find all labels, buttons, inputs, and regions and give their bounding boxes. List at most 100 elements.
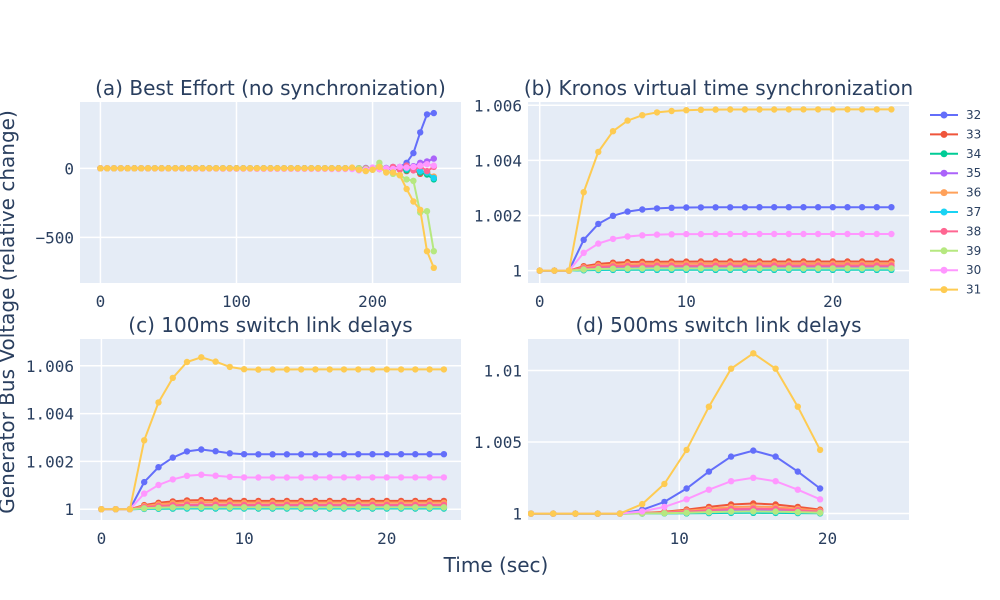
data-point	[794, 468, 801, 475]
data-point	[369, 166, 376, 173]
legend-item-32[interactable]: 32	[930, 108, 981, 122]
data-point	[756, 265, 763, 272]
data-point	[727, 265, 734, 272]
data-point	[169, 476, 176, 483]
legend-item-34[interactable]: 34	[930, 147, 981, 161]
data-point	[287, 165, 295, 172]
legend-item-36[interactable]: 36	[930, 186, 981, 200]
subplot-title: (d) 500ms switch link delays	[575, 313, 861, 337]
data-point	[668, 107, 675, 115]
data-point	[426, 474, 433, 481]
data-point	[624, 265, 631, 272]
legend-label: 31	[966, 283, 981, 297]
data-point	[888, 265, 895, 272]
data-point	[800, 204, 807, 211]
series-32	[98, 446, 448, 513]
data-point	[430, 162, 437, 169]
data-point	[712, 106, 719, 113]
data-point	[417, 206, 424, 213]
data-point	[212, 358, 219, 365]
data-point	[410, 177, 417, 184]
data-point	[423, 111, 431, 118]
legend-item-38[interactable]: 38	[930, 224, 981, 238]
data-point	[430, 155, 437, 162]
data-point	[697, 204, 705, 211]
data-point	[308, 165, 315, 172]
data-point	[246, 165, 254, 172]
plot-area	[528, 102, 909, 283]
data-point	[141, 478, 148, 486]
data-point	[396, 163, 403, 171]
data-point	[653, 265, 661, 272]
subplot-3: 0 10 20 1 1.002 1.004 1.006 (c) 100ms switch li…	[26, 313, 461, 548]
legend-label: 37	[966, 205, 981, 219]
data-point	[240, 474, 248, 481]
data-point	[383, 474, 390, 481]
data-point	[269, 451, 276, 458]
series-31	[97, 163, 437, 271]
legend-label: 32	[966, 108, 981, 122]
legend-marker	[940, 150, 948, 158]
legend-item-39[interactable]: 39	[930, 244, 981, 258]
data-point	[750, 474, 757, 481]
data-point	[269, 504, 276, 511]
data-point	[283, 474, 291, 481]
data-point	[844, 106, 851, 113]
data-point	[328, 165, 335, 172]
data-point	[342, 165, 349, 172]
legend-item-33[interactable]: 33	[930, 127, 981, 141]
legend-item-31[interactable]: 31	[930, 283, 981, 297]
data-point	[233, 165, 240, 172]
data-point	[888, 106, 895, 113]
data-point	[369, 451, 376, 458]
legend-marker	[940, 266, 948, 274]
data-point	[785, 230, 792, 238]
y-tick-label: 1.006	[474, 96, 522, 115]
data-point	[183, 472, 191, 479]
data-point	[430, 109, 437, 117]
x-tick-label: 10	[670, 529, 689, 548]
plot-area	[528, 339, 909, 520]
subplot-title: (b) Kronos virtual time synchronization	[524, 76, 913, 100]
legend[interactable]: 32 33 34 35 36 37 38 39 30 31	[930, 108, 981, 297]
data-point	[668, 231, 675, 238]
data-point	[355, 451, 362, 458]
data-point	[668, 265, 675, 272]
data-point	[800, 265, 807, 272]
data-point	[198, 471, 205, 478]
data-point	[178, 165, 186, 172]
data-point	[192, 165, 199, 172]
data-point	[426, 451, 433, 458]
data-point	[816, 496, 824, 503]
data-point	[169, 504, 176, 511]
y-axis-title: Generator Bus Voltage (relative change)	[0, 110, 19, 513]
data-point	[712, 230, 719, 238]
data-point	[727, 453, 735, 460]
data-point	[772, 508, 779, 515]
legend-marker	[940, 286, 948, 294]
data-point	[212, 472, 219, 479]
series-31	[536, 106, 895, 274]
data-point	[169, 454, 176, 461]
data-point	[741, 265, 749, 272]
data-point	[274, 165, 281, 172]
legend-label: 33	[966, 127, 981, 141]
data-point	[389, 169, 397, 176]
data-point	[609, 265, 617, 272]
data-point	[609, 128, 617, 135]
legend-marker	[940, 247, 948, 255]
data-point	[858, 106, 866, 113]
y-tick-label: 1.005	[474, 433, 522, 452]
legend-item-35[interactable]: 35	[930, 166, 981, 180]
data-point	[756, 106, 763, 113]
data-point	[727, 106, 734, 113]
data-point	[814, 265, 822, 272]
data-point	[785, 265, 792, 272]
data-point	[397, 451, 405, 458]
data-point	[383, 504, 390, 511]
data-point	[383, 366, 390, 373]
legend-item-37[interactable]: 37	[930, 205, 981, 219]
data-point	[829, 204, 836, 211]
legend-item-30[interactable]: 30	[930, 263, 981, 277]
